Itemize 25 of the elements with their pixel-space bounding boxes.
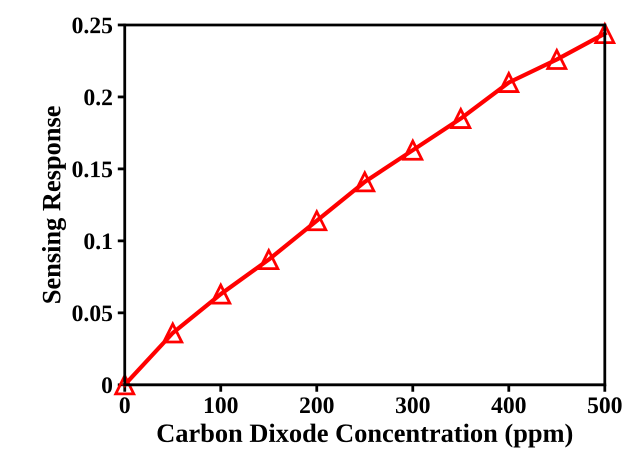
point [162,322,184,344]
y-axis-title: Sensing Response [42,106,66,303]
point [354,171,376,192]
point [258,249,280,270]
y-tick-label: 0.1 [84,233,112,250]
y-tick-label: 0 [102,377,112,394]
x-tick-label: 200 [300,397,334,414]
point [402,140,424,161]
point [498,72,520,93]
y-tick-label: 0.25 [72,17,112,34]
point [594,23,616,44]
x-tick-label: 500 [588,397,622,414]
point [306,210,328,232]
x-axis-title: Carbon Dixode Concentration (ppm) [158,424,572,448]
x-tick-label: 300 [396,397,430,414]
point [210,284,232,305]
point [114,374,136,396]
x-tick-label: 400 [491,397,526,414]
x-tick-label: 100 [204,397,238,414]
point [450,108,472,129]
x-tick-label: 0 [120,397,130,414]
y-tick-label: 0.05 [72,305,112,322]
point [546,49,568,70]
y-tick-label: 0.2 [84,89,112,106]
y-tick-label: 0.15 [72,161,112,178]
